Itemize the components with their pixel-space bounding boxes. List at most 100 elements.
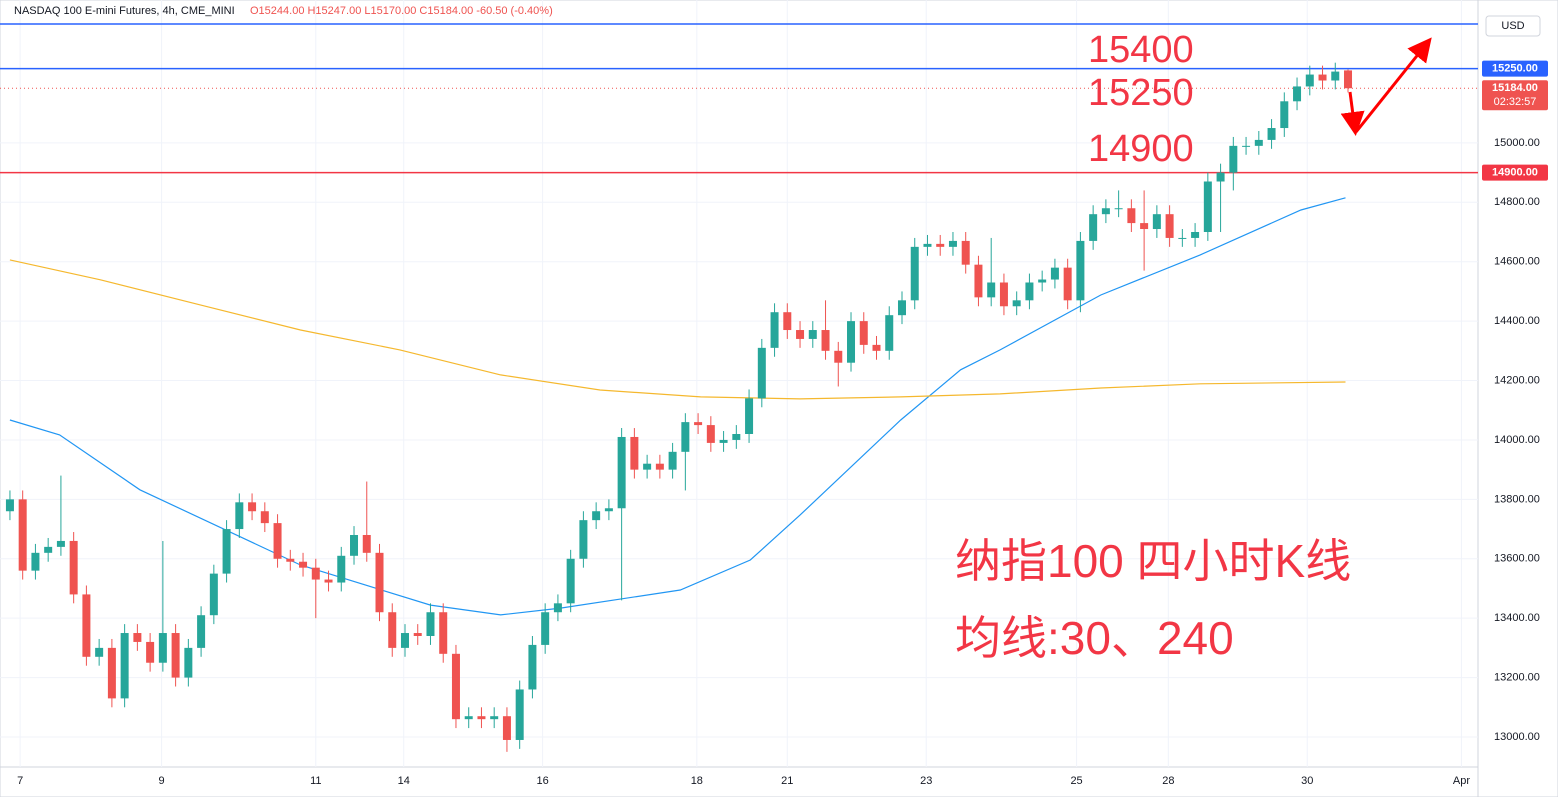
candle-body bbox=[1203, 181, 1212, 233]
candle-body bbox=[451, 653, 460, 720]
x-tick-label: 25 bbox=[1070, 775, 1082, 787]
y-tick-label: 14000.00 bbox=[1494, 434, 1540, 446]
candle-body bbox=[299, 561, 308, 568]
currency[interactable]: USD bbox=[1501, 20, 1524, 32]
annotation: 14900 bbox=[1088, 128, 1194, 170]
candle-body bbox=[1191, 232, 1200, 238]
candle-body bbox=[757, 347, 766, 399]
candle-body bbox=[95, 647, 104, 657]
level-label-box bbox=[1482, 60, 1548, 77]
candle-body bbox=[1038, 279, 1047, 283]
candle-body bbox=[31, 552, 40, 571]
candle-body bbox=[388, 612, 397, 648]
candle-body bbox=[999, 282, 1008, 307]
x-tick-label: 23 bbox=[920, 775, 932, 787]
y-tick-label: 13400.00 bbox=[1494, 612, 1540, 624]
candle-body bbox=[821, 330, 830, 351]
y-tick-label: 14400.00 bbox=[1494, 315, 1540, 327]
candle-body bbox=[413, 633, 422, 636]
candle-body bbox=[694, 422, 703, 426]
candle-body bbox=[974, 264, 983, 298]
candle-body bbox=[350, 534, 359, 556]
level-label-box bbox=[1482, 80, 1548, 111]
candle-body bbox=[1114, 208, 1123, 210]
candles bbox=[5, 62, 1353, 752]
candle-body bbox=[1127, 208, 1136, 224]
candle-body bbox=[1012, 300, 1021, 307]
candle-body bbox=[260, 511, 269, 524]
candle-body bbox=[617, 436, 626, 509]
candle-body bbox=[515, 689, 524, 740]
candle-body bbox=[1178, 237, 1187, 239]
candle-body bbox=[1063, 267, 1072, 301]
y-tick-label: 14800.00 bbox=[1494, 196, 1540, 208]
ma-lines bbox=[9, 197, 1346, 616]
candle-body bbox=[1242, 145, 1251, 147]
candle-body bbox=[18, 499, 27, 571]
candle-body bbox=[311, 567, 320, 580]
candle-body bbox=[184, 647, 193, 678]
grid bbox=[0, 0, 1478, 767]
currency-box[interactable] bbox=[1485, 15, 1541, 37]
candle-body bbox=[490, 716, 499, 720]
candle-body bbox=[796, 330, 805, 339]
x-tick-label: 28 bbox=[1162, 775, 1174, 787]
candle-body bbox=[171, 633, 180, 678]
x-tick-label: 7 bbox=[17, 775, 23, 787]
candle-body bbox=[400, 633, 409, 648]
candle-body bbox=[1331, 71, 1340, 81]
labels: 13000.00 13200.00 13400.00 13600.00 13800.00… bbox=[17, 60, 1548, 787]
candle-body bbox=[82, 594, 91, 657]
y-tick-label: 13200.00 bbox=[1494, 671, 1540, 683]
candle-body bbox=[668, 451, 677, 470]
candle-body bbox=[1089, 214, 1098, 241]
x-tick-label: 16 bbox=[536, 775, 548, 787]
candle-body bbox=[44, 546, 53, 553]
candle-body bbox=[910, 246, 919, 301]
x-tick-label: 11 bbox=[310, 775, 321, 787]
candle-body bbox=[464, 716, 473, 720]
candle-body bbox=[235, 502, 244, 530]
candle-body bbox=[222, 529, 231, 574]
candle-body bbox=[706, 425, 715, 443]
y-tick-label: 14200.00 bbox=[1494, 374, 1540, 386]
candle-body bbox=[808, 330, 817, 339]
moving-average bbox=[9, 259, 1346, 400]
y-tick-label: 13800.00 bbox=[1494, 493, 1540, 505]
candle-body bbox=[1216, 172, 1225, 182]
candle-body bbox=[324, 579, 333, 583]
candle-body bbox=[56, 540, 65, 547]
candle-body bbox=[1254, 139, 1263, 146]
candle-body bbox=[158, 633, 167, 663]
candle-body bbox=[1140, 223, 1149, 230]
candle-body bbox=[209, 573, 218, 616]
candle-body bbox=[1280, 101, 1289, 129]
candle-body bbox=[783, 312, 792, 331]
candle-body bbox=[502, 716, 511, 740]
candle-body bbox=[719, 439, 728, 443]
x-tick-label: 18 bbox=[691, 775, 703, 787]
candle-body bbox=[1293, 86, 1302, 102]
candle-body bbox=[1101, 208, 1110, 215]
annotation: 15400 bbox=[1088, 29, 1194, 71]
x-tick-label: Apr bbox=[1453, 775, 1470, 787]
candle-body bbox=[630, 436, 639, 470]
candle-body bbox=[1267, 128, 1276, 140]
candle-body bbox=[681, 422, 690, 452]
x-tick-label: 9 bbox=[159, 775, 165, 787]
candle-body bbox=[936, 243, 945, 247]
candle-body bbox=[273, 523, 282, 559]
candle-body bbox=[1076, 240, 1085, 301]
candle-body bbox=[948, 240, 957, 247]
candle-body bbox=[961, 240, 970, 265]
candle-body bbox=[197, 615, 206, 648]
candle-body bbox=[897, 300, 906, 316]
candle-body bbox=[643, 463, 652, 470]
candle-body bbox=[69, 540, 78, 595]
annotation: 15250 bbox=[1088, 72, 1194, 114]
candle-body bbox=[553, 603, 562, 613]
candle-body bbox=[885, 315, 894, 351]
candle-body bbox=[1165, 214, 1174, 238]
moving-average bbox=[9, 197, 1346, 616]
candle-body bbox=[362, 534, 371, 553]
